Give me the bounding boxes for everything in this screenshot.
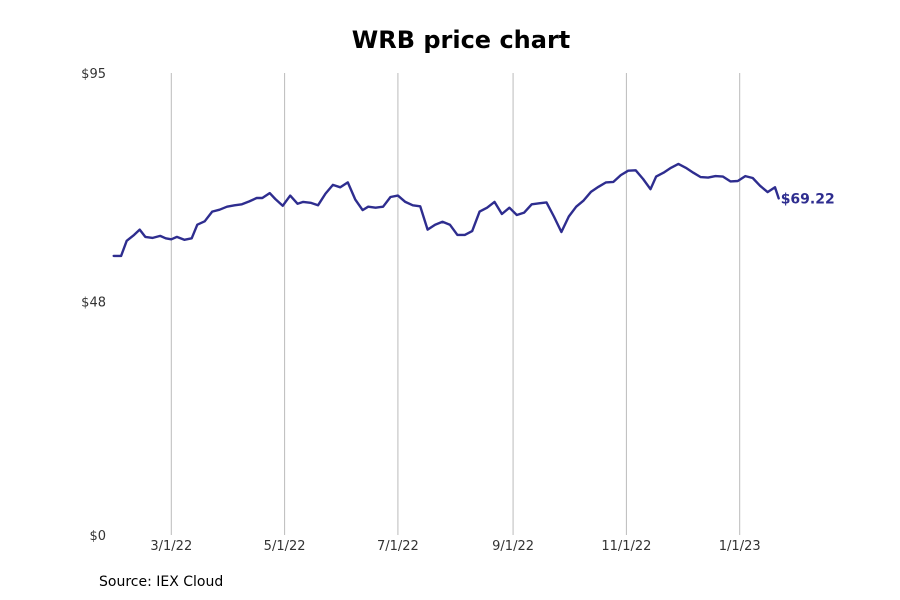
chart-title: WRB price chart [351,26,571,54]
x-tick-label: 7/1/22 [377,539,419,554]
x-tick-label: 5/1/22 [264,539,306,554]
y-tick-label: $48 [81,296,106,311]
x-tick-label: 11/1/22 [601,539,651,554]
y-tick-label: $95 [81,67,106,82]
x-tick-label: 9/1/22 [492,539,534,554]
x-tick-label: 1/1/23 [719,539,761,554]
gridlines [170,73,741,535]
y-tick-label: $0 [89,529,106,544]
price-series-line [112,162,780,258]
source-note: Source: IEX Cloud [99,574,224,590]
last-price-label: $69.22 [781,191,835,207]
x-tick-label: 3/1/22 [150,539,192,554]
x-axis-ticks: 3/1/22 5/1/22 7/1/22 9/1/22 11/1/22 1/1/23 [150,539,760,554]
y-axis-ticks: $0 $48 $95 [81,67,106,544]
